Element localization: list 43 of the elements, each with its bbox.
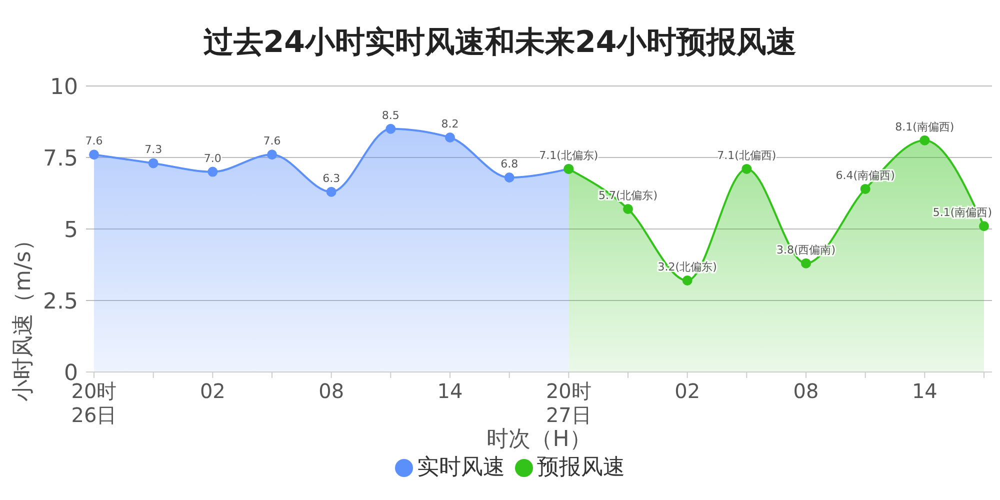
x-tick-label: 02	[200, 379, 226, 403]
x-axis-title: 时次（H）	[486, 427, 592, 452]
data-label: 6.3	[322, 172, 340, 185]
point	[504, 172, 514, 183]
point	[267, 150, 277, 160]
data-label: 8.5	[382, 108, 400, 122]
point	[89, 150, 99, 160]
y-axis-title: 小时风速（m/s）	[10, 229, 36, 402]
y-tick-label: 2.5	[43, 289, 78, 314]
point	[386, 124, 396, 134]
point	[148, 158, 158, 168]
legend-label: 预报风速	[537, 455, 625, 480]
y-tick-label: 10	[50, 74, 78, 100]
chart-title: 过去24小时实时风速和未来24小时预报风速	[202, 24, 798, 62]
data-label: 7.0	[204, 152, 222, 165]
x-tick-label: 20时 27日	[546, 379, 592, 427]
y-tick-label: 7.5	[43, 146, 78, 172]
point	[979, 221, 989, 232]
point	[208, 166, 218, 177]
point	[860, 184, 870, 194]
y-tick-label: 5	[64, 218, 78, 243]
x-tick-label: 08	[318, 379, 344, 403]
legend-label: 实时风速	[417, 455, 505, 480]
point	[801, 258, 811, 268]
data-label: 6.8	[500, 158, 518, 171]
data-label: 7.6	[263, 134, 281, 148]
x-tick-label: 02	[674, 379, 700, 403]
point	[623, 204, 633, 214]
x-tick-label: 14	[437, 379, 463, 403]
point	[445, 132, 455, 142]
x-tick-label: 14	[912, 379, 938, 403]
data-label: 7.3	[144, 143, 162, 156]
point	[920, 135, 930, 146]
x-tick-label: 08	[793, 379, 819, 403]
data-label: 7.1(北偏东)	[539, 148, 598, 162]
data-label: 8.2	[441, 117, 459, 130]
point	[742, 164, 752, 174]
point	[326, 186, 336, 197]
point	[682, 275, 692, 286]
data-label: 7.6	[85, 134, 103, 148]
data-label: 7.1(北偏西)	[717, 148, 776, 162]
x-tick-label: 20时 26日	[71, 379, 117, 427]
data-label: 8.1(南偏西)	[895, 120, 954, 134]
